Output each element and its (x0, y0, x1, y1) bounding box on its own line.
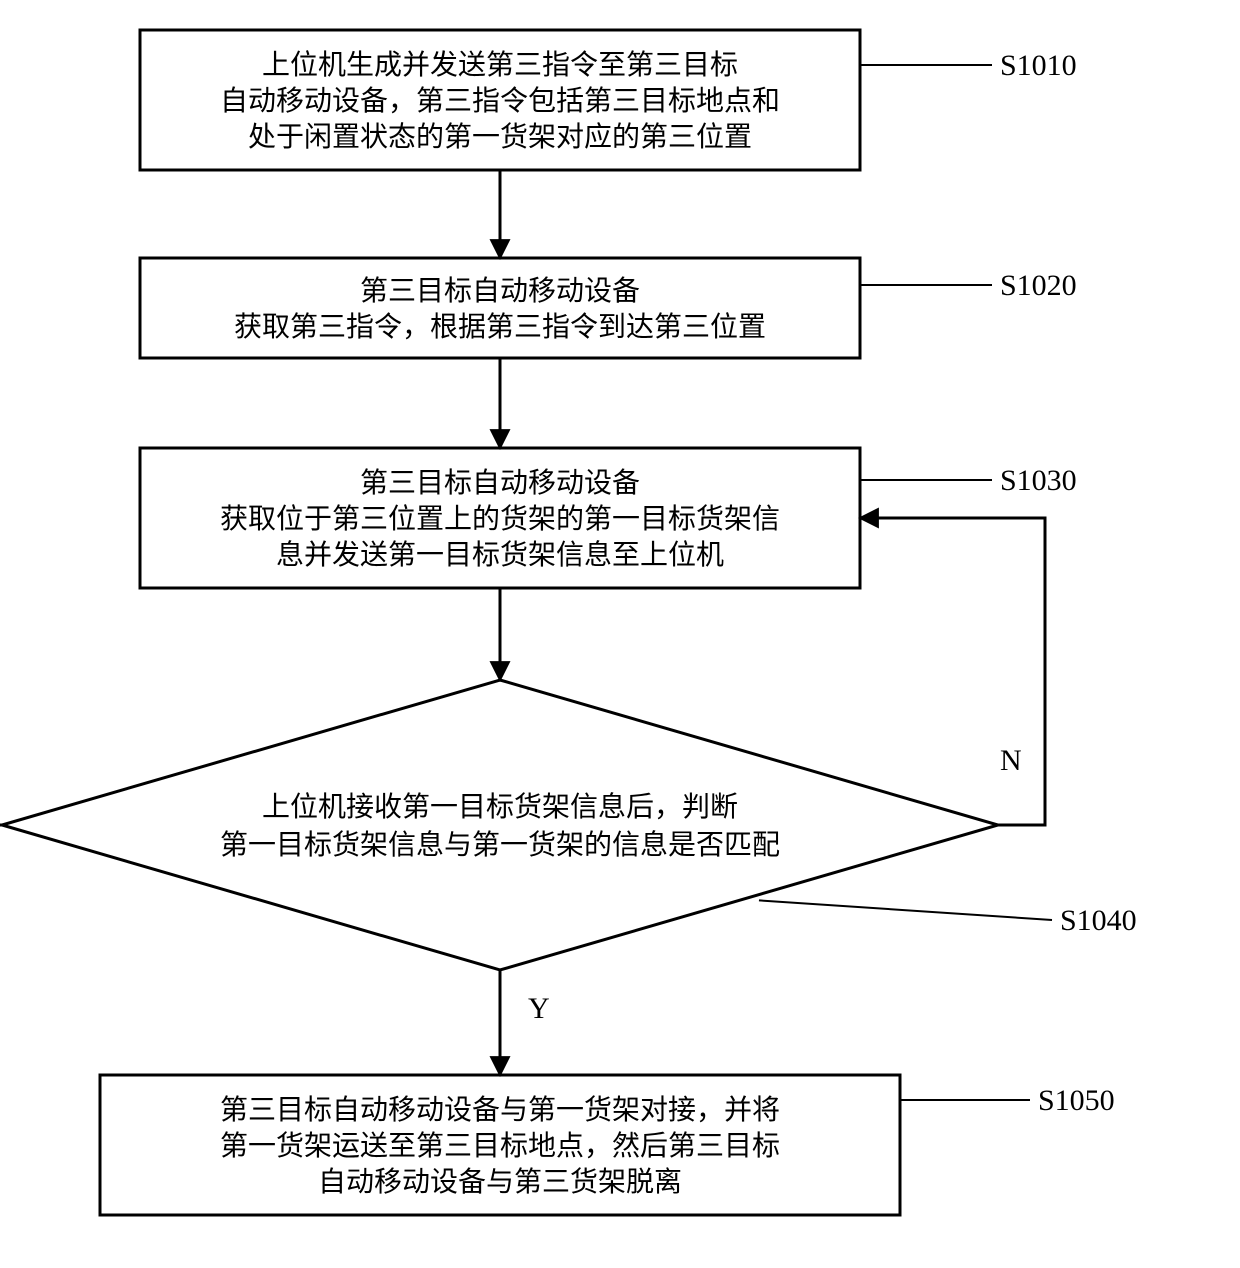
s1020-line-1: 获取第三指令，根据第三指令到达第三位置 (234, 311, 766, 343)
s1050-label: S1050 (1038, 1084, 1115, 1117)
s1040-label: S1040 (1060, 904, 1137, 937)
s1030-line-1: 获取位于第三位置上的货架的第一目标货架信 (220, 503, 780, 535)
decision-diamond (2, 680, 998, 970)
s1010-label: S1010 (1000, 49, 1077, 82)
s1030-label: S1030 (1000, 464, 1077, 497)
no-path (860, 518, 1045, 825)
diamond-line-1: 第一目标货架信息与第一货架的信息是否匹配 (220, 829, 780, 861)
s1030-line-0: 第三目标自动移动设备 (360, 467, 640, 499)
yes-label: Y (528, 992, 550, 1025)
s1050-line-2: 自动移动设备与第三货架脱离 (318, 1166, 682, 1198)
s1020-label: S1020 (1000, 269, 1077, 302)
s1010-line-2: 处于闲置状态的第一货架对应的第三位置 (248, 121, 752, 153)
s1010-line-1: 自动移动设备，第三指令包括第三目标地点和 (220, 85, 780, 117)
no-label: N (1000, 744, 1022, 777)
s1050-line-1: 第一货架运送至第三目标地点，然后第三目标 (220, 1130, 780, 1162)
s1010-line-0: 上位机生成并发送第三指令至第三目标 (262, 49, 738, 81)
s1020-line-0: 第三目标自动移动设备 (360, 275, 640, 307)
s1050-line-0: 第三目标自动移动设备与第一货架对接，并将 (220, 1094, 780, 1126)
s1030-line-2: 息并发送第一目标货架信息至上位机 (276, 539, 724, 571)
diamond-line-0: 上位机接收第一目标货架信息后，判断 (262, 791, 738, 823)
s1020 (140, 258, 860, 358)
